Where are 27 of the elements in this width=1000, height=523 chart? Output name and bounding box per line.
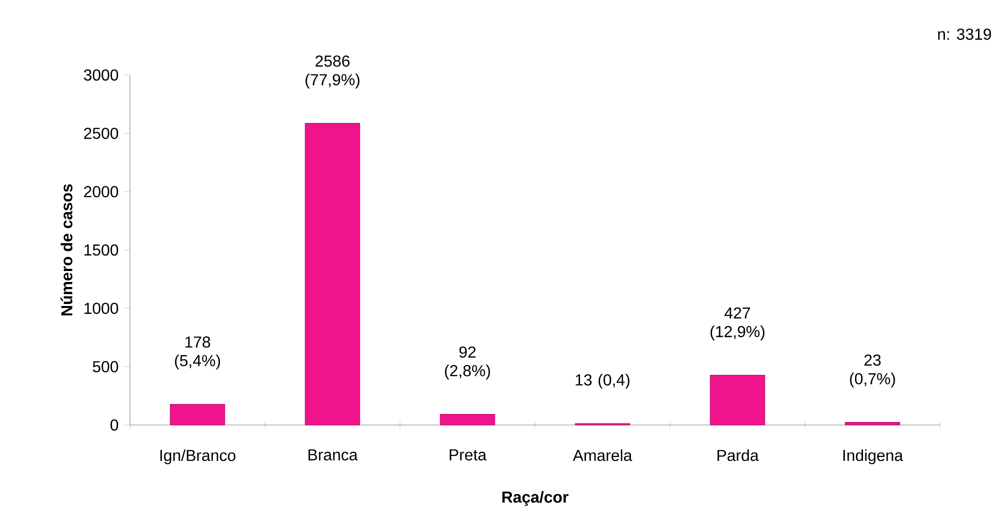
bar: [170, 404, 226, 426]
y-tick-label: 500: [92, 361, 118, 372]
y-tick-label: 0: [110, 419, 118, 431]
text: n: 3319: [938, 28, 991, 40]
y-tick-label: 2500: [84, 128, 118, 139]
bar: [710, 374, 766, 426]
bar: [844, 422, 900, 426]
data-label: 427 (12,9%): [710, 307, 764, 340]
bar: [440, 414, 496, 426]
bar: [304, 123, 360, 426]
data-label: 2586 (77,9%): [306, 55, 360, 88]
x-tick-label: Parda: [718, 449, 759, 462]
y-axis-title: Número de casos: [60, 184, 72, 316]
y-tick-label: 1000: [84, 302, 118, 314]
y-tick-label: 3000: [84, 69, 118, 81]
x-tick-label: Ign/Branco: [160, 449, 236, 464]
data-label: 23 (0,7%): [850, 354, 895, 388]
x-axis-title: Raça/cor: [502, 491, 568, 506]
x-tick-label: Branca: [308, 449, 358, 460]
x-tick-label: Indigena: [843, 449, 904, 464]
data-label: 13 (0,4): [576, 374, 630, 389]
x-tick-label: Preta: [450, 449, 487, 460]
y-tick-label: 2000: [84, 186, 118, 198]
y-tick-label: 1500: [84, 244, 118, 256]
data-label: 178 (5,4%): [175, 336, 220, 370]
x-tick-label: Amarela: [572, 449, 632, 462]
data-label: 92 (2,8%): [445, 346, 490, 380]
